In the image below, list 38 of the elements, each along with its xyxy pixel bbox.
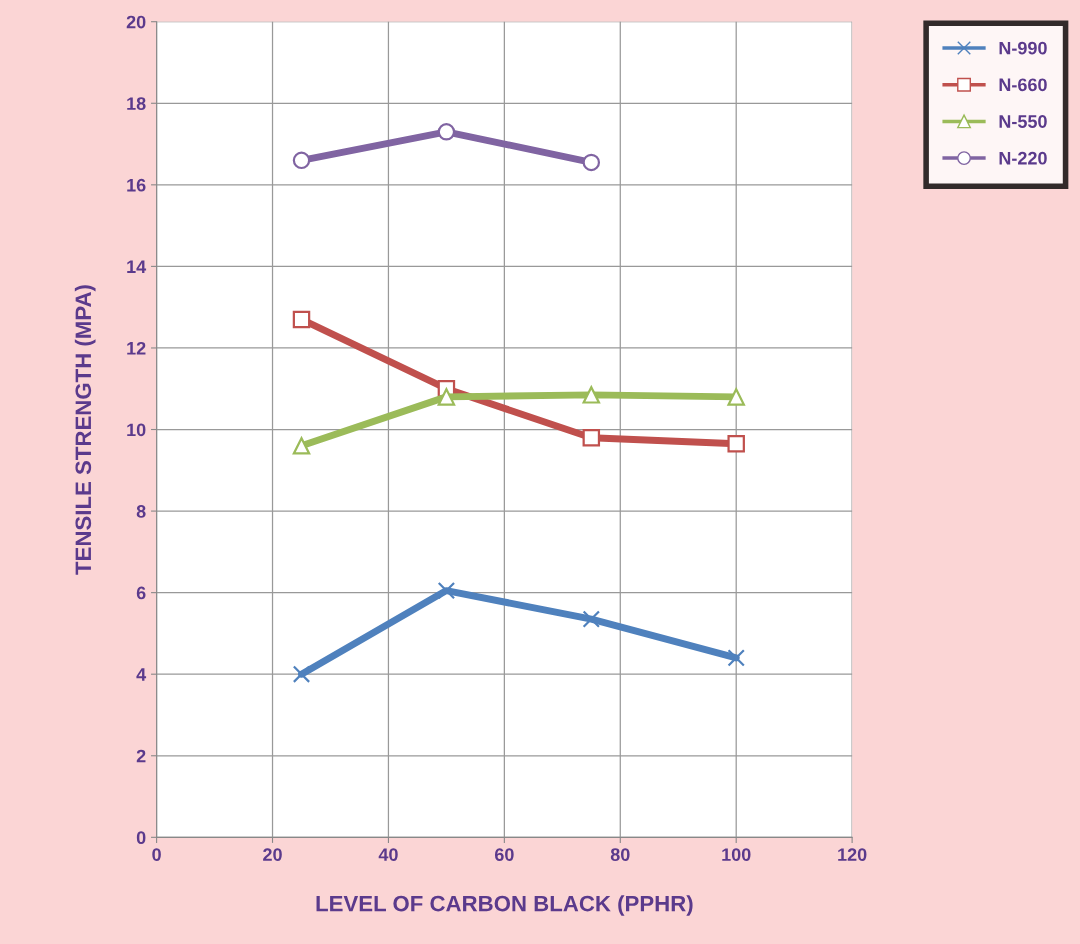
point — [582, 153, 601, 172]
y-tick-label: 10 — [127, 423, 146, 437]
point — [582, 428, 601, 447]
y-tick-label: 4 — [136, 668, 147, 681]
legend-label: N-990 — [999, 41, 1047, 55]
x-axis-title: LEVEL OF CARBON BLACK (PPHR) — [316, 895, 693, 916]
y-tick-label: 8 — [136, 505, 146, 518]
y-tick-label: 0 — [136, 831, 146, 845]
point — [727, 388, 745, 406]
x-tick-label: 120 — [838, 848, 867, 862]
x-tick-label: 100 — [722, 848, 751, 862]
x-tick-label: 0 — [152, 848, 161, 862]
y-tick-label: 14 — [127, 260, 147, 273]
legend-label: N-220 — [999, 151, 1047, 165]
point — [437, 123, 456, 141]
point — [437, 388, 456, 406]
x-tick-label: 60 — [494, 848, 514, 862]
y-tick-label: 6 — [136, 586, 146, 600]
y-tick-label: 18 — [127, 97, 146, 110]
point — [292, 437, 311, 455]
y-tick-label: 16 — [127, 178, 146, 192]
x-tick-label: 40 — [378, 848, 398, 862]
point — [292, 151, 311, 170]
y-axis-title: TENSILE STRENGTH (MPA) — [74, 285, 96, 575]
x-tick-label: 20 — [263, 848, 282, 862]
point — [292, 310, 311, 329]
y-tick-label: 2 — [136, 749, 146, 763]
point — [727, 435, 745, 453]
y-tick-label: 12 — [127, 341, 146, 355]
point — [727, 649, 745, 667]
point — [437, 581, 456, 600]
y-tick-label: 20 — [126, 15, 146, 29]
point — [582, 610, 601, 628]
point — [582, 386, 601, 404]
legend-label: N-660 — [999, 78, 1047, 92]
point — [292, 665, 311, 683]
x-tick-label: 80 — [610, 848, 630, 862]
legend-label: N-550 — [999, 115, 1047, 128]
